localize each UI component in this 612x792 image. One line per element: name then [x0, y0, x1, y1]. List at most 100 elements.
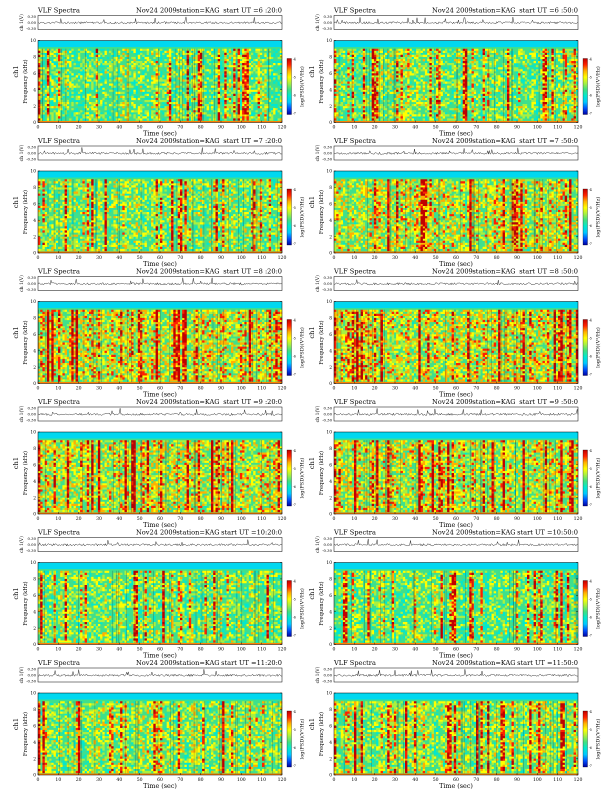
- trace-tick-label: -0.30: [26, 417, 36, 422]
- x-tick-label: 50: [137, 125, 143, 131]
- y-tick-label: 0: [329, 643, 332, 648]
- x-tick-label: 120: [574, 647, 583, 653]
- trace-tick-label: 0.00: [28, 542, 37, 547]
- y-tick-label: 10: [326, 692, 332, 697]
- x-tick-label: 70: [177, 255, 183, 261]
- y-tick-label: 10: [30, 692, 36, 697]
- x-tick-label: 110: [553, 386, 562, 392]
- x-tick-label: 50: [433, 255, 439, 261]
- panel-title: VLF Spectra: [333, 137, 376, 145]
- x-tick-label: 30: [96, 386, 102, 392]
- y-axis-label: Frequency (kHz): [318, 712, 325, 756]
- x-tick-label: 120: [574, 125, 583, 131]
- panel-station: station=KAG: [176, 268, 219, 276]
- trace-tick-label: 0.30: [28, 144, 37, 149]
- colorbar-tick-label: -6: [293, 94, 296, 98]
- y-tick-label: 2: [329, 496, 332, 501]
- panel-station: station=KAG: [176, 529, 219, 537]
- x-tick-label: 30: [96, 777, 102, 783]
- colorbar: [582, 58, 588, 115]
- trace-frame: [37, 537, 283, 552]
- x-axis-label: Time (sec): [143, 521, 177, 529]
- colorbar: [582, 710, 588, 768]
- x-tick-label: 100: [237, 255, 246, 261]
- y-axis-label: Frequency (kHz): [318, 581, 325, 625]
- colorbar-tick-label: -5: [293, 598, 296, 602]
- x-tick-label: 0: [37, 777, 40, 783]
- spectrogram-band-top: [38, 562, 282, 570]
- y-tick-label: 2: [329, 366, 332, 371]
- x-tick-label: 60: [157, 255, 163, 261]
- voltage-trace: [37, 277, 283, 286]
- spectrogram-band-top: [38, 40, 282, 48]
- x-tick-label: 100: [237, 125, 246, 131]
- y-tick-label: 4: [329, 480, 332, 485]
- trace-tick-label: 0.30: [324, 144, 333, 149]
- x-tick-label: 110: [553, 647, 562, 653]
- spectrogram-cells: [38, 48, 267, 121]
- trace-tick-label: 0.30: [28, 536, 37, 541]
- trace-tick-label: 0.00: [28, 150, 37, 155]
- spectrogram-panel: VLF Spectra Nov24 2009 station=KAG start UT…: [308, 268, 602, 399]
- x-tick-label: 0: [333, 647, 336, 653]
- y-tick-label: 6: [33, 464, 36, 469]
- spectrogram-cells: [38, 701, 283, 774]
- colorbar-tick-label: -5: [589, 337, 592, 341]
- y-tick-label: 6: [33, 594, 36, 599]
- x-tick-label: 20: [372, 647, 378, 653]
- spectrogram-cells: [336, 48, 579, 121]
- colorbar-tick-label: -5: [589, 728, 592, 732]
- x-tick-label: 40: [412, 125, 418, 131]
- x-tick-label: 100: [533, 386, 542, 392]
- x-tick-label: 100: [237, 516, 246, 522]
- x-tick-label: 90: [218, 255, 224, 261]
- x-axis-label: Time (sec): [143, 652, 177, 660]
- trace-tick-label: 0.00: [28, 411, 37, 416]
- spectrogram-panel: VLF Spectra Nov24 2009 station=KAG start UT…: [308, 398, 602, 529]
- colorbar-tick-label: -6: [293, 746, 296, 750]
- channel-label: ch1: [12, 65, 20, 77]
- trace-tick-label: 0.30: [28, 275, 37, 280]
- spectrogram-cells: [334, 440, 579, 513]
- y-tick-label: 6: [33, 725, 36, 730]
- x-tick-label: 40: [116, 255, 122, 261]
- x-tick-label: 0: [37, 647, 40, 653]
- spectrogram-cells: [38, 440, 283, 513]
- y-tick-label: 4: [33, 349, 36, 354]
- trace-tick-label: 0.30: [28, 666, 37, 671]
- spectrogram-cells: [334, 48, 576, 121]
- y-tick-label: 10: [326, 170, 332, 175]
- panel-start-time: start UT =8 :50:0: [519, 268, 578, 276]
- y-axis-label: Frequency (kHz): [22, 451, 29, 495]
- y-tick-label: 0: [329, 252, 332, 257]
- x-tick-label: 120: [574, 255, 583, 261]
- colorbar-tick-label: -5: [293, 728, 296, 732]
- trace-frame: [37, 15, 283, 30]
- x-tick-label: 0: [333, 516, 336, 522]
- spectrogram-cells: [334, 570, 579, 643]
- x-tick-label: 40: [116, 777, 122, 783]
- trace-axis-label: ch 1(V): [18, 536, 25, 553]
- spectrogram-cells: [373, 179, 572, 252]
- y-tick-label: 8: [33, 447, 36, 452]
- voltage-trace: [37, 408, 283, 416]
- spectrogram-cells: [334, 701, 576, 774]
- voltage-trace: [37, 539, 283, 547]
- y-tick-label: 2: [33, 757, 36, 762]
- spectrogram-cells: [334, 701, 576, 774]
- voltage-trace: [37, 147, 283, 155]
- x-tick-label: 80: [494, 255, 500, 261]
- panel-station: station=KAG: [472, 268, 515, 276]
- x-tick-label: 90: [218, 386, 224, 392]
- x-tick-label: 90: [514, 386, 520, 392]
- y-tick-label: 10: [30, 170, 36, 175]
- sferic-streaks: [47, 179, 278, 252]
- y-axis-label: Frequency (kHz): [22, 712, 29, 756]
- y-tick-label: 4: [33, 88, 36, 93]
- colorbar-label: log(PSD)(V²/Hz): [299, 588, 306, 629]
- trace-tick-label: 0.00: [324, 411, 333, 416]
- colorbar-tick-label: -4: [589, 188, 592, 192]
- voltage-trace: [333, 17, 579, 25]
- panel-title: VLF Spectra: [333, 529, 376, 537]
- y-tick-label: 0: [33, 643, 36, 648]
